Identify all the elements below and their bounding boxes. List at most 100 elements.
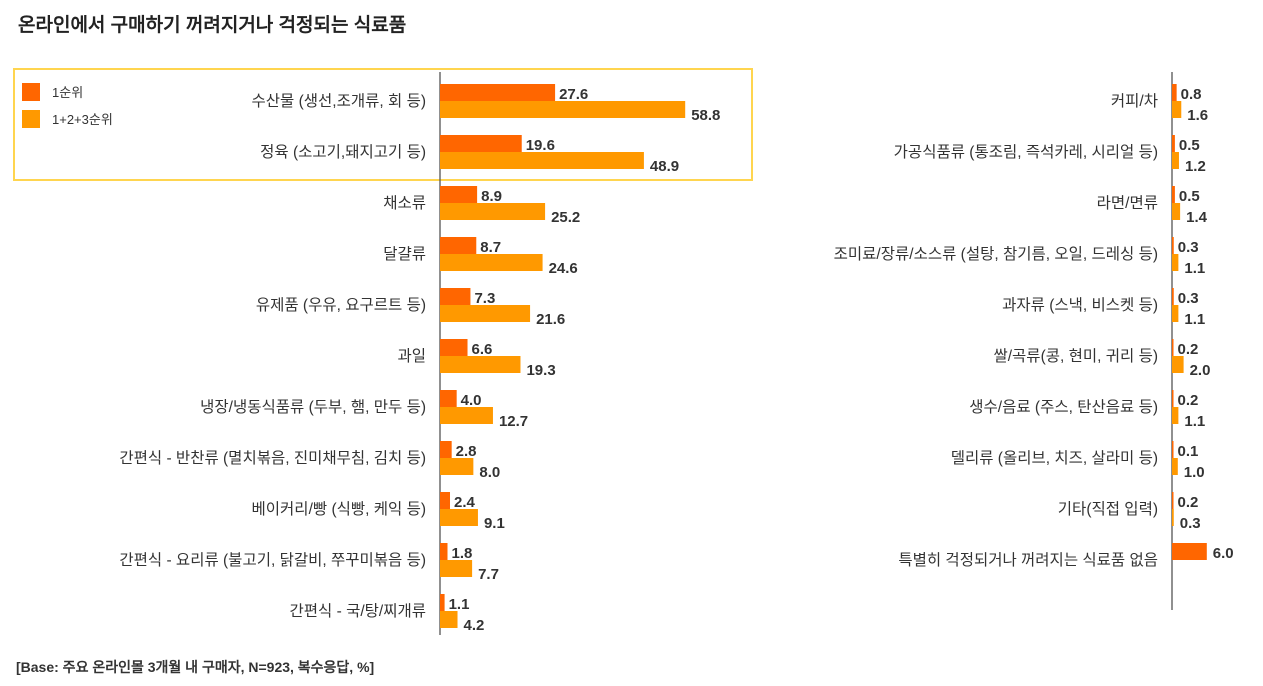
bar-rank123 (440, 254, 543, 271)
value-label-rank1: 0.3 (1178, 239, 1199, 256)
value-label-rank1: 1.1 (449, 596, 470, 613)
value-label-rank1: 2.8 (456, 443, 477, 460)
value-label-rank1: 8.9 (481, 188, 502, 205)
bar-rank123 (440, 305, 531, 322)
value-label-rank123: 4.2 (464, 617, 485, 634)
bar-rank1 (440, 441, 452, 458)
value-label-rank1: 0.2 (1178, 341, 1199, 358)
value-label-rank1: 2.4 (454, 494, 476, 511)
value-label-rank1: 0.2 (1178, 494, 1199, 511)
category-label: 냉장/냉동식품류 (두부, 햄, 만두 등) (200, 398, 426, 416)
bar-rank1 (440, 135, 522, 152)
category-label: 가공식품류 (통조림, 즉석카레, 시리얼 등) (894, 143, 1158, 161)
bar-rank1 (440, 237, 477, 254)
value-label-rank1: 0.5 (1179, 137, 1200, 154)
value-label-rank123: 58.8 (691, 107, 720, 124)
legend-item-rank123: 1+2+3순위 (22, 109, 113, 128)
category-label: 달걀류 (383, 245, 426, 263)
bar-rank1 (440, 492, 451, 509)
chart-title: 온라인에서 구매하기 꺼려지거나 걱정되는 식료품 (18, 15, 407, 36)
category-label: 과일 (397, 347, 426, 365)
bar-rank123 (1172, 509, 1174, 526)
value-label-rank123: 1.0 (1184, 464, 1205, 481)
value-label-rank123: 24.6 (549, 260, 578, 277)
value-label-rank1: 1.8 (452, 545, 473, 562)
bar-rank1 (1172, 492, 1174, 509)
category-label: 라면/면류 (1097, 194, 1158, 212)
category-label: 정육 (소고기,돼지고기 등) (260, 143, 426, 161)
bar-rank1 (1172, 135, 1175, 152)
category-label: 델리류 (올리브, 치즈, 살라미 등) (951, 449, 1158, 467)
bar-rank1 (1172, 186, 1175, 203)
bar-rank1 (440, 339, 468, 356)
value-label-rank123: 9.1 (484, 515, 505, 532)
value-label-rank1: 27.6 (559, 86, 588, 103)
value-label-rank1: 8.7 (480, 239, 501, 256)
category-label: 쌀/곡류(콩, 현미, 귀리 등) (993, 347, 1158, 365)
value-label-rank123: 2.0 (1190, 362, 1211, 379)
value-label-rank1: 6.0 (1213, 545, 1234, 562)
legend-label-rank1: 1순위 (52, 85, 84, 100)
value-label-rank1: 0.2 (1178, 392, 1199, 409)
bar-rank1 (440, 84, 556, 101)
category-label: 유제품 (우유, 요구르트 등) (256, 296, 426, 314)
legend-swatch-rank123 (22, 109, 40, 128)
value-label-rank1: 0.8 (1181, 86, 1202, 103)
value-label-rank123: 21.6 (536, 311, 565, 328)
bar-rank123 (440, 560, 473, 577)
value-label-rank123: 1.2 (1185, 158, 1206, 175)
category-label: 채소류 (383, 194, 426, 212)
value-label-rank1: 4.0 (461, 392, 482, 409)
value-label-rank1: 0.5 (1179, 188, 1200, 205)
bar-rank123 (440, 407, 493, 424)
bar-rank1 (440, 186, 478, 203)
bar-rank1 (440, 288, 471, 305)
bar-rank123 (1172, 356, 1184, 373)
value-label-rank1: 6.6 (472, 341, 493, 358)
value-label-rank123: 1.4 (1186, 209, 1208, 226)
bar-rank123 (440, 611, 458, 628)
bar-rank1 (1172, 390, 1174, 407)
category-label: 간편식 - 반찬류 (멸치볶음, 진미채무침, 김치 등) (119, 449, 426, 467)
value-label-rank123: 1.1 (1184, 413, 1205, 430)
category-label: 생수/음료 (주스, 탄산음료 등) (969, 398, 1158, 416)
value-label-rank1: 0.3 (1178, 290, 1199, 307)
legend-item-rank1: 1순위 (22, 82, 83, 101)
legend-label-rank123: 1+2+3순위 (52, 112, 113, 127)
value-label-rank123: 19.3 (526, 362, 555, 379)
bar-rank123 (1172, 407, 1179, 424)
value-label-rank123: 8.0 (479, 464, 500, 481)
bar-rank123 (1172, 101, 1182, 118)
bar-rank1 (1172, 441, 1174, 458)
value-label-rank123: 48.9 (650, 158, 679, 175)
category-label: 수산물 (생선,조개류, 회 등) (252, 92, 426, 110)
bar-rank123 (1172, 254, 1179, 271)
bar-rank1 (1172, 237, 1174, 254)
value-label-rank1: 7.3 (474, 290, 495, 307)
category-label: 간편식 - 국/탕/찌개류 (290, 602, 426, 620)
value-label-rank123: 25.2 (551, 209, 580, 226)
category-label: 커피/차 (1111, 92, 1158, 110)
value-label-rank123: 1.6 (1187, 107, 1208, 124)
value-label-rank123: 1.1 (1184, 260, 1205, 277)
value-label-rank123: 7.7 (478, 566, 499, 583)
bar-rank1 (440, 543, 448, 560)
value-label-rank1: 0.1 (1178, 443, 1199, 460)
bar-rank1 (440, 390, 457, 407)
value-label-rank123: 1.1 (1184, 311, 1205, 328)
category-label: 특별히 걱정되거나 꺼려지는 식료품 없음 (898, 551, 1158, 569)
bar-rank1 (1172, 84, 1177, 101)
bar-rank123 (1172, 152, 1179, 169)
bar-rank1 (1172, 288, 1174, 305)
bar-rank1 (1172, 543, 1207, 560)
category-label: 과자류 (스낵, 비스켓 등) (1002, 296, 1158, 314)
category-label: 간편식 - 요리류 (불고기, 닭갈비, 쭈꾸미볶음 등) (119, 551, 426, 569)
bar-rank123 (1172, 458, 1178, 475)
bar-rank123 (440, 101, 686, 118)
base-note: [Base: 주요 온라인몰 3개월 내 구매자, N=923, 복수응답, %… (16, 659, 375, 675)
value-label-rank123: 12.7 (499, 413, 528, 430)
bar-rank123 (1172, 203, 1181, 220)
bar-rank123 (440, 509, 478, 526)
legend-swatch-rank1 (22, 82, 40, 101)
